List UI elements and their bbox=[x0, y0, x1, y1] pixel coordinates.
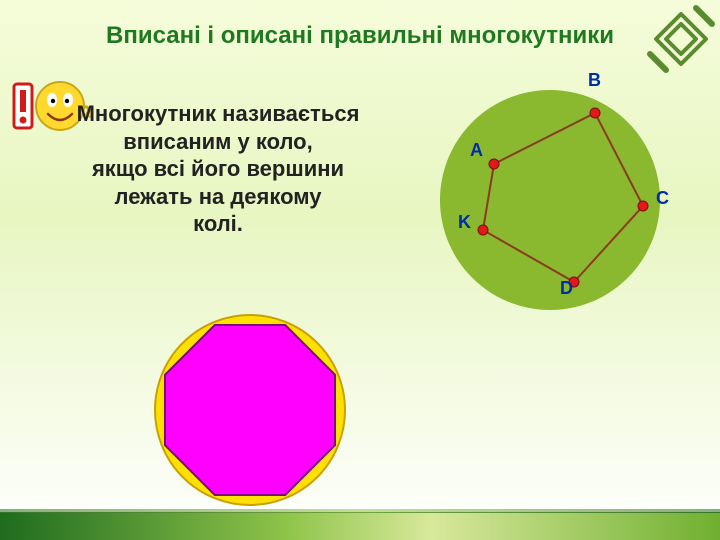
octagon-diagram bbox=[150, 310, 350, 515]
footer-bar bbox=[0, 512, 720, 540]
definition-line: лежать на деякому bbox=[18, 183, 418, 211]
pentagon-diagram: ABCDK bbox=[430, 80, 690, 340]
definition-text: Многокутник називаєтьсявписаним у коло,я… bbox=[18, 100, 418, 238]
vertex-label-d: D bbox=[560, 278, 573, 299]
definition-line: вписаним у коло, bbox=[18, 128, 418, 156]
definition-line: колі. bbox=[18, 210, 418, 238]
vertex-label-k: K bbox=[458, 212, 471, 233]
page-title: Вписані і описані правильні многокутники bbox=[0, 22, 720, 50]
slide: Вписані і описані правильні многокутники… bbox=[0, 0, 720, 540]
definition-line: Многокутник називається bbox=[18, 100, 418, 128]
vertex-label-b: B bbox=[588, 70, 601, 91]
title-text: Вписані і описані правильні многокутники bbox=[106, 22, 614, 49]
definition-line: якщо всі його вершини bbox=[18, 155, 418, 183]
vertex-label-c: C bbox=[656, 188, 669, 209]
vertex-label-a: A bbox=[470, 140, 483, 161]
